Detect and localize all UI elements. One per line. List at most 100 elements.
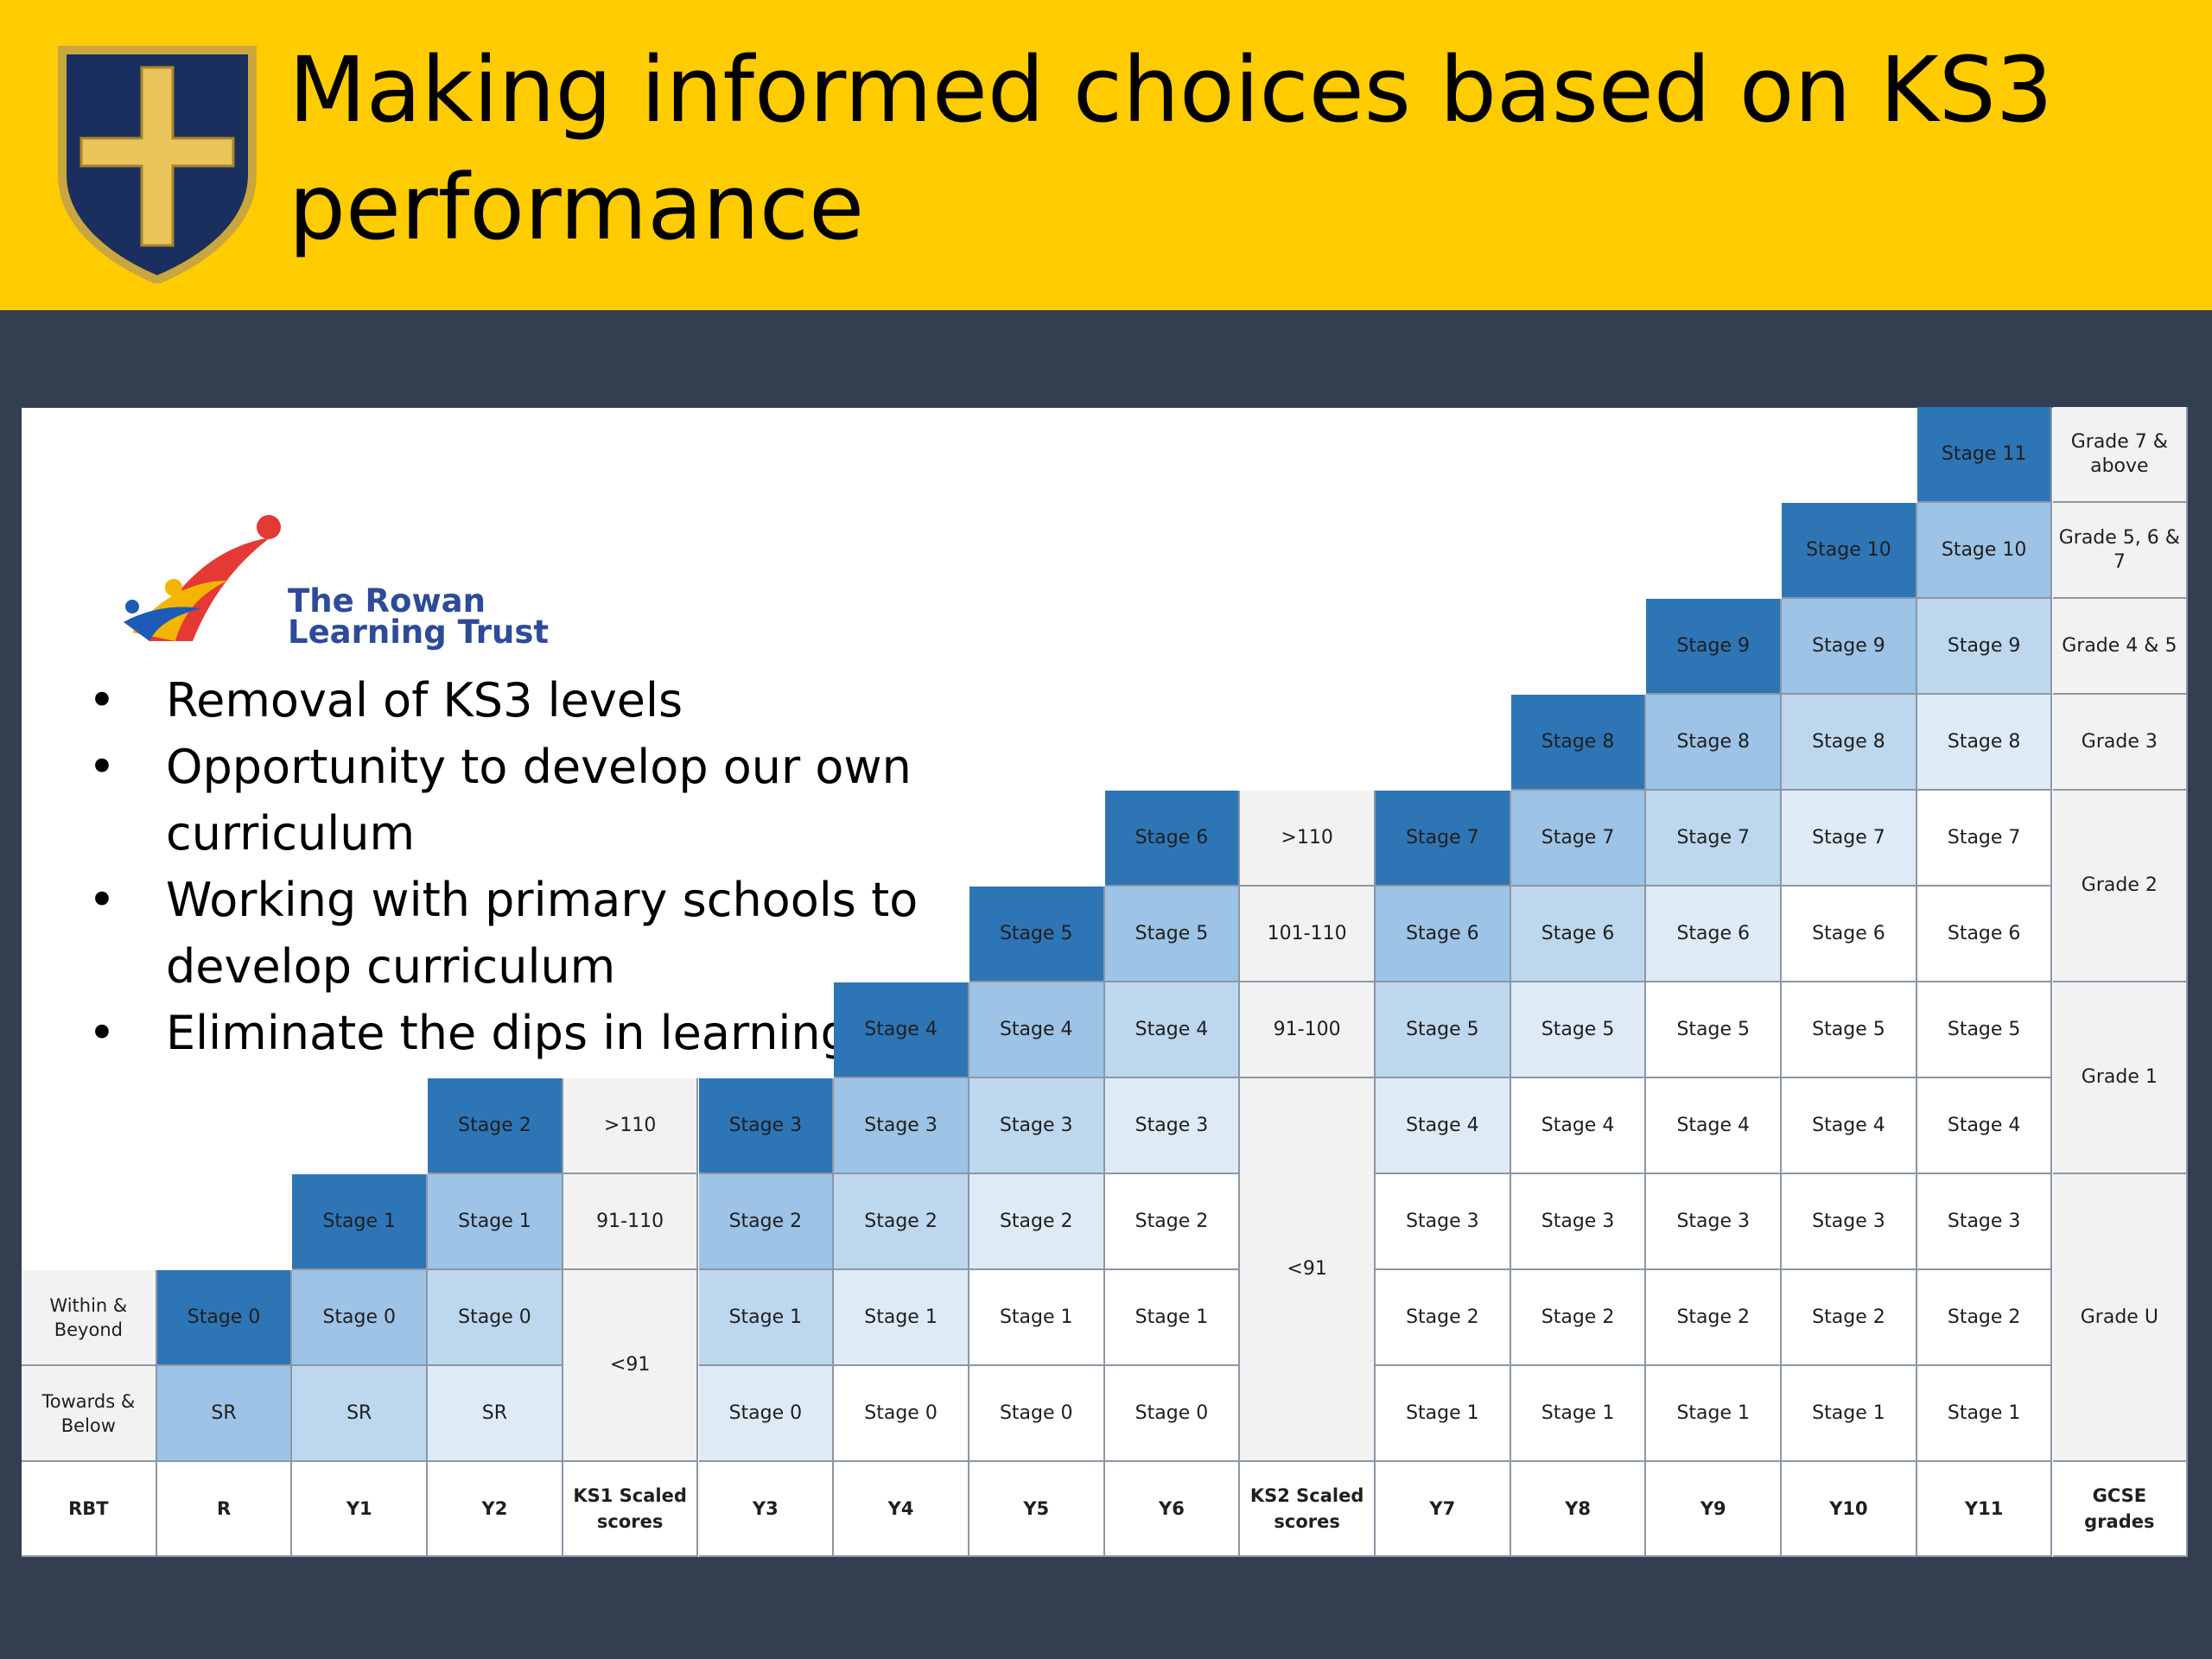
stage-cell: Stage 0 xyxy=(969,1366,1105,1462)
column-header: RBT xyxy=(22,1462,157,1557)
column-header: KS2 Scaled scores xyxy=(1240,1462,1376,1557)
column-header: Y11 xyxy=(1916,1462,2053,1557)
column-header: Y1 xyxy=(292,1462,429,1557)
stage-cell: Stage 6 xyxy=(1916,887,2053,982)
gcse-grade-cell: Grade 7 & above xyxy=(2052,407,2189,503)
stage-cell: Stage 1 xyxy=(698,1270,835,1366)
stage-cell: Stage 3 xyxy=(698,1078,835,1174)
stage-cell: Stage 1 xyxy=(428,1174,563,1270)
title-bar: Making informed choices based on KS3 per… xyxy=(0,0,2212,310)
stage-cell: Stage 1 xyxy=(1510,1366,1647,1462)
stage-cell: Stage 5 xyxy=(1510,982,1647,1078)
bullet-text: Removal of KS3 levels xyxy=(166,673,683,728)
row-label: Towards & Below xyxy=(22,1366,157,1462)
stage-cell: Stage 0 xyxy=(156,1270,293,1366)
stage-cell: Stage 7 xyxy=(1916,791,2053,887)
stage-cell: Stage 7 xyxy=(1510,791,1647,887)
stage-cell: Stage 2 xyxy=(1510,1270,1647,1366)
column-header: Y9 xyxy=(1646,1462,1783,1557)
stage-cell: Stage 11 xyxy=(1916,407,2053,503)
stage-cell: Stage 2 xyxy=(834,1174,969,1270)
bullet-item: • Opportunity to develop our own curricul… xyxy=(88,740,912,861)
column-header: Y6 xyxy=(1104,1462,1241,1557)
row-label: Within & Beyond xyxy=(22,1270,157,1366)
stage-cell: Stage 6 xyxy=(1104,791,1241,887)
ks1-score-cell: <91 xyxy=(563,1270,699,1462)
stage-cell: Stage 2 xyxy=(1104,1174,1241,1270)
stage-cell: Stage 3 xyxy=(1782,1174,1917,1270)
stage-cell: Stage 3 xyxy=(1916,1174,2053,1270)
stage-cell: Stage 5 xyxy=(969,887,1105,982)
column-header: Y7 xyxy=(1376,1462,1511,1557)
column-header: Y2 xyxy=(428,1462,563,1557)
stage-cell: Stage 6 xyxy=(1510,887,1647,982)
stage-cell: Stage 4 xyxy=(1376,1078,1511,1174)
figures-logo-icon xyxy=(124,515,281,641)
stage-cell: Stage 4 xyxy=(1104,982,1241,1078)
ks1-score-cell: 91-110 xyxy=(563,1174,699,1270)
stage-cell: Stage 10 xyxy=(1916,503,2053,599)
stage-cell: Stage 9 xyxy=(1646,599,1783,695)
stage-cell: Stage 3 xyxy=(1376,1174,1511,1270)
stage-cell: Stage 8 xyxy=(1782,695,1917,791)
stage-cell: Stage 0 xyxy=(834,1366,969,1462)
ks2-score-cell: <91 xyxy=(1240,1078,1376,1462)
stage-cell: SR xyxy=(292,1366,429,1462)
stage-cell: Stage 2 xyxy=(1782,1270,1917,1366)
stage-cell: Stage 3 xyxy=(1104,1078,1241,1174)
stage-cell: Stage 4 xyxy=(1510,1078,1647,1174)
column-header: Y5 xyxy=(969,1462,1105,1557)
column-header: Y10 xyxy=(1782,1462,1917,1557)
school-crest-icon xyxy=(58,46,257,283)
stage-cell: Stage 1 xyxy=(1916,1366,2053,1462)
stage-cell: Stage 4 xyxy=(969,982,1105,1078)
gcse-grade-cell: Grade 5, 6 & 7 xyxy=(2052,503,2189,599)
stage-cell: Stage 0 xyxy=(428,1270,563,1366)
stage-cell: Stage 1 xyxy=(834,1270,969,1366)
stage-cell: Stage 4 xyxy=(1646,1078,1783,1174)
stage-cell: Stage 0 xyxy=(292,1270,429,1366)
stage-cell: Stage 3 xyxy=(1510,1174,1647,1270)
gcse-grade-cell: Grade 3 xyxy=(2052,695,2189,791)
stage-cell: Stage 2 xyxy=(428,1078,563,1174)
stage-cell: Stage 4 xyxy=(1916,1078,2053,1174)
stage-cell: SR xyxy=(428,1366,563,1462)
gcse-grade-cell: Grade 4 & 5 xyxy=(2052,599,2189,695)
stage-cell: Stage 1 xyxy=(1646,1366,1783,1462)
column-header: KS1 Scaled scores xyxy=(563,1462,699,1557)
column-header: GCSE grades xyxy=(2052,1462,2189,1557)
stage-cell: Stage 3 xyxy=(969,1078,1105,1174)
stage-cell: Stage 7 xyxy=(1782,791,1917,887)
stage-cell: Stage 8 xyxy=(1646,695,1783,791)
gcse-grade-cell: Grade 2 xyxy=(2052,791,2189,982)
bullet-item: • Working with primary schools to develop… xyxy=(88,873,918,994)
stage-cell: Stage 1 xyxy=(1376,1366,1511,1462)
ks1-score-cell: >110 xyxy=(563,1078,699,1174)
stage-cell: Stage 2 xyxy=(1376,1270,1511,1366)
stage-cell: Stage 4 xyxy=(834,982,969,1078)
stage-cell: Stage 5 xyxy=(1376,982,1511,1078)
column-header: Y4 xyxy=(834,1462,969,1557)
gcse-grade-cell: Grade U xyxy=(2052,1174,2189,1462)
stage-cell: Stage 5 xyxy=(1916,982,2053,1078)
stage-cell: Stage 5 xyxy=(1104,887,1241,982)
stage-cell: Stage 4 xyxy=(1782,1078,1917,1174)
page-title: Making informed choices based on KS3 per… xyxy=(289,37,2053,260)
stage-cell: Stage 6 xyxy=(1646,887,1783,982)
stage-cell: Stage 8 xyxy=(1916,695,2053,791)
column-header: Y8 xyxy=(1510,1462,1647,1557)
stage-cell: Stage 0 xyxy=(698,1366,835,1462)
stage-cell: Stage 3 xyxy=(834,1078,969,1174)
stage-cell: Stage 7 xyxy=(1376,791,1511,887)
ks2-score-cell: 91-100 xyxy=(1240,982,1376,1078)
bullet-text: Eliminate the dips in learning xyxy=(166,1006,850,1060)
bullet-item: • Eliminate the dips in learning xyxy=(88,1006,850,1060)
stage-cell: Stage 7 xyxy=(1646,791,1783,887)
stage-cell: Stage 6 xyxy=(1376,887,1511,982)
stage-cell: Stage 9 xyxy=(1782,599,1917,695)
column-header: R xyxy=(156,1462,293,1557)
stage-cell: Stage 2 xyxy=(698,1174,835,1270)
stage-cell: SR xyxy=(156,1366,293,1462)
stage-cell: Stage 1 xyxy=(969,1270,1105,1366)
ks2-score-cell: >110 xyxy=(1240,791,1376,887)
